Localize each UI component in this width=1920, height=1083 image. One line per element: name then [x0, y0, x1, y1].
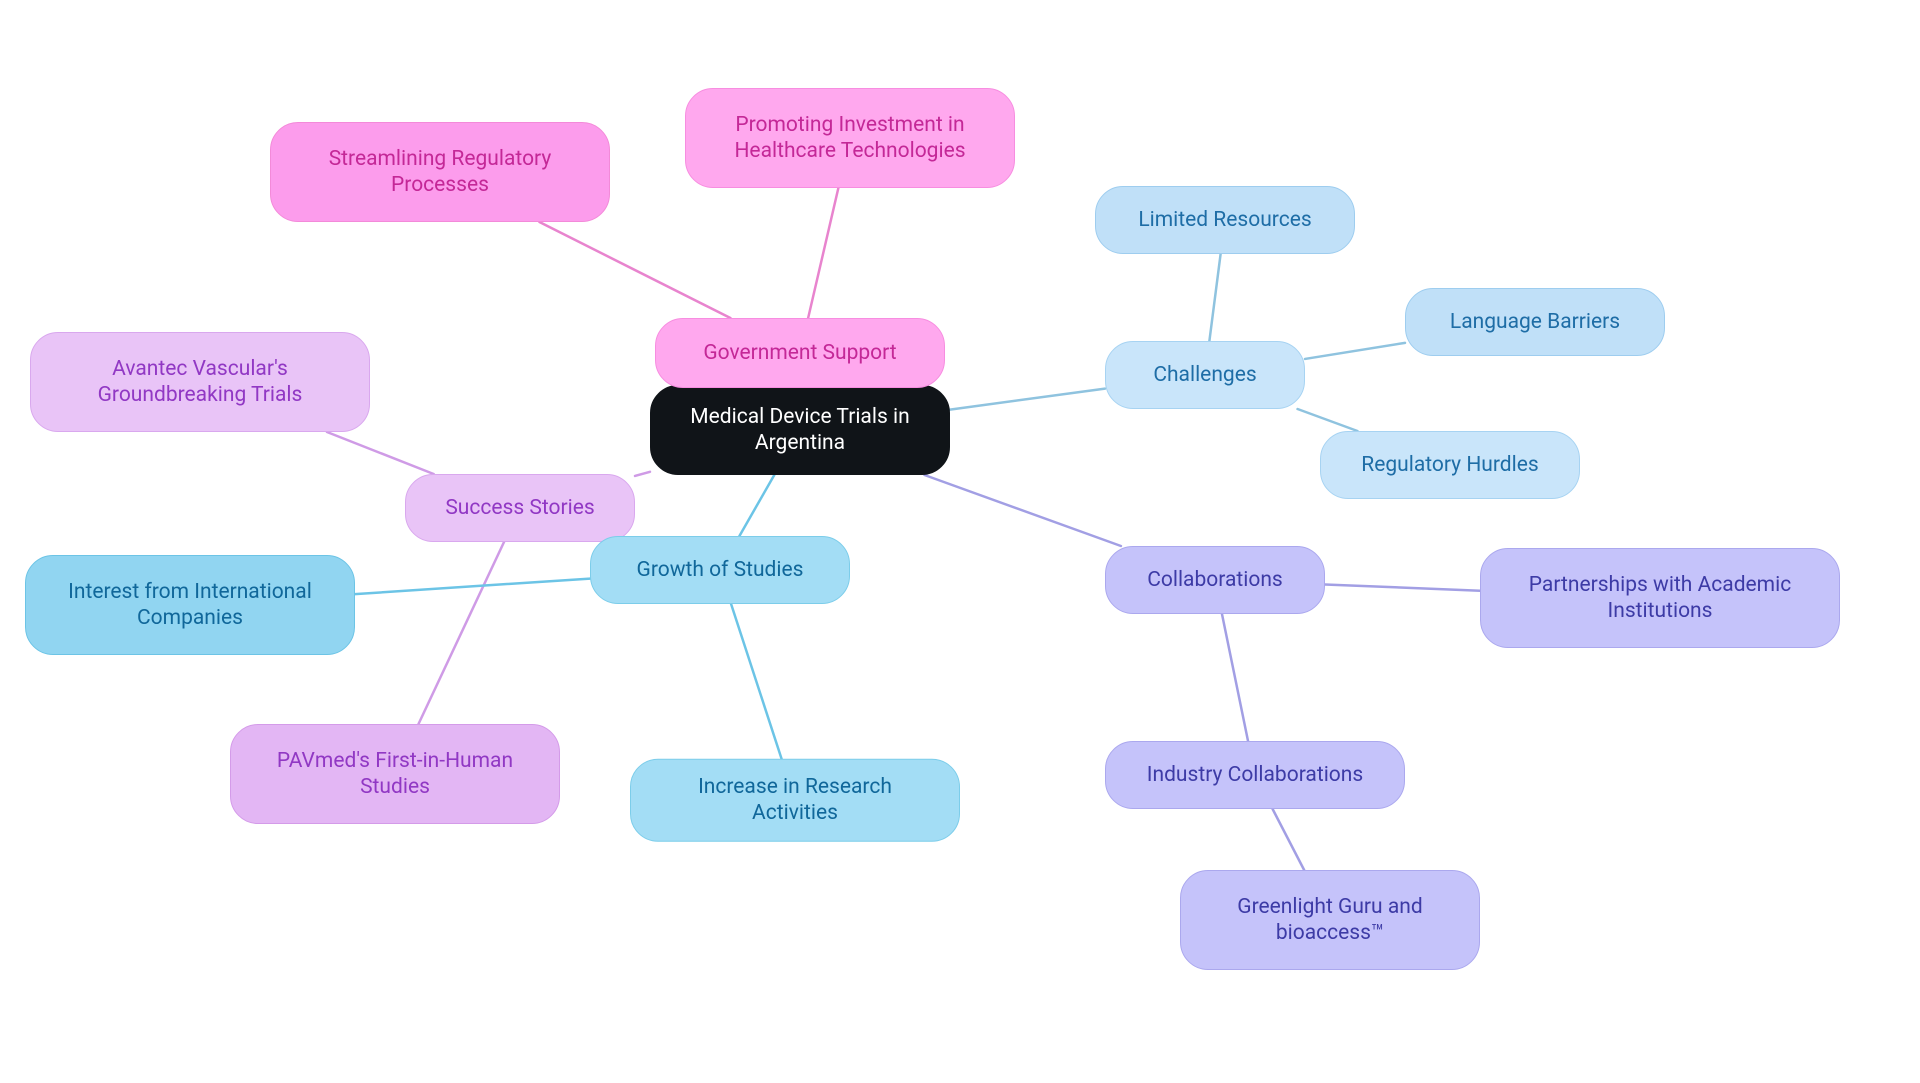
node-grow: Growth of Studies [590, 536, 850, 604]
node-gov: Government Support [655, 318, 945, 388]
node-succ_b: PAVmed's First-in-Human Studies [230, 724, 560, 824]
node-coll: Collaborations [1105, 546, 1325, 614]
node-chal_b: Language Barriers [1405, 288, 1665, 356]
node-gov_a: Streamlining Regulatory Processes [270, 122, 610, 222]
node-coll_b: Industry Collaborations [1105, 741, 1405, 809]
node-chal_c: Regulatory Hurdles [1320, 431, 1580, 499]
node-chal: Challenges [1105, 341, 1305, 409]
node-succ_a: Avantec Vascular's Groundbreaking Trials [30, 332, 370, 432]
node-grow_a: Interest from International Companies [25, 555, 355, 655]
node-coll_c: Greenlight Guru and bioaccess™ [1180, 870, 1480, 970]
node-coll_a: Partnerships with Academic Institutions [1480, 548, 1840, 648]
node-gov_b: Promoting Investment in Healthcare Techn… [685, 88, 1015, 188]
node-root: Medical Device Trials in Argentina [650, 385, 950, 475]
node-chal_a: Limited Resources [1095, 186, 1355, 254]
node-grow_b: Increase in Research Activities [630, 759, 960, 842]
node-succ: Success Stories [405, 474, 635, 542]
